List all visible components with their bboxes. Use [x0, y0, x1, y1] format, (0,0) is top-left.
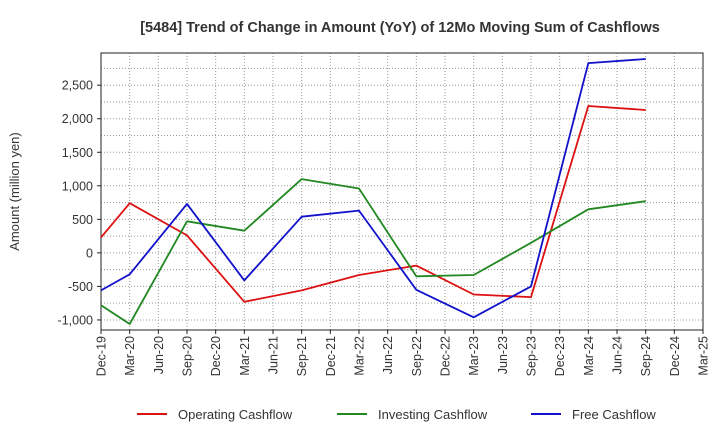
y-axis: -1,000 -500 0 500 1,000 1,500 2,000 2,500: [58, 79, 101, 327]
series-line-free-cashflow: [100, 58, 646, 319]
legend-label-free-cashflow: Free Cashflow: [572, 407, 656, 422]
y-tick-label: 500: [72, 213, 93, 227]
plot-area: [100, 52, 704, 331]
series-line-investing-cashflow: [100, 178, 646, 325]
x-tick-label: Jun-24: [611, 336, 625, 374]
series-lines: [100, 58, 646, 325]
x-tick-label: Dec-21: [324, 336, 338, 376]
y-tick-label: 0: [86, 246, 93, 260]
x-tick-label: Mar-24: [582, 336, 596, 376]
x-tick-label: Dec-19: [95, 336, 109, 376]
y-tick-label: 2,000: [62, 112, 93, 126]
x-tick-label: Jun-21: [267, 336, 281, 374]
y-tick-label: -1,000: [58, 313, 93, 327]
x-tick-label: Dec-24: [668, 336, 682, 376]
x-tick-label: Dec-23: [553, 336, 567, 376]
x-tick-label: Sep-20: [181, 336, 195, 376]
x-tick-label: Sep-23: [525, 336, 539, 376]
x-tick-label: Mar-22: [353, 336, 367, 376]
x-tick-label: Sep-24: [639, 336, 653, 376]
x-tick-label: Sep-22: [410, 336, 424, 376]
grid-lines: [100, 53, 704, 330]
x-tick-label: Mar-25: [697, 336, 711, 376]
x-tick-label: Dec-22: [439, 336, 453, 376]
y-tick-label: 1,000: [62, 179, 93, 193]
x-tick-label: Mar-20: [123, 336, 137, 376]
x-tick-label: Jun-20: [152, 336, 166, 374]
x-tick-label: Jun-22: [381, 336, 395, 374]
y-tick-label: 2,500: [62, 79, 93, 93]
y-tick-label: 1,500: [62, 146, 93, 160]
x-axis: Dec-19 Mar-20 Jun-20 Sep-20 Dec-20 Mar-21 Jun-…: [95, 330, 711, 376]
legend: Operating Cashflow Investing Cashflow Free…: [137, 407, 656, 422]
x-tick-label: Sep-21: [295, 336, 309, 376]
x-tick-label: Mar-21: [238, 336, 252, 376]
y-axis-label: Amount (million yen): [7, 132, 22, 251]
y-tick-label: -500: [68, 280, 93, 294]
legend-label-investing-cashflow: Investing Cashflow: [378, 407, 488, 422]
x-tick-label: Dec-20: [209, 336, 223, 376]
x-tick-label: Mar-23: [467, 336, 481, 376]
legend-label-operating-cashflow: Operating Cashflow: [178, 407, 293, 422]
chart-title: [5484] Trend of Change in Amount (YoY) o…: [140, 20, 660, 36]
series-line-operating-cashflow: [100, 105, 646, 303]
x-tick-label: Jun-23: [496, 336, 510, 374]
